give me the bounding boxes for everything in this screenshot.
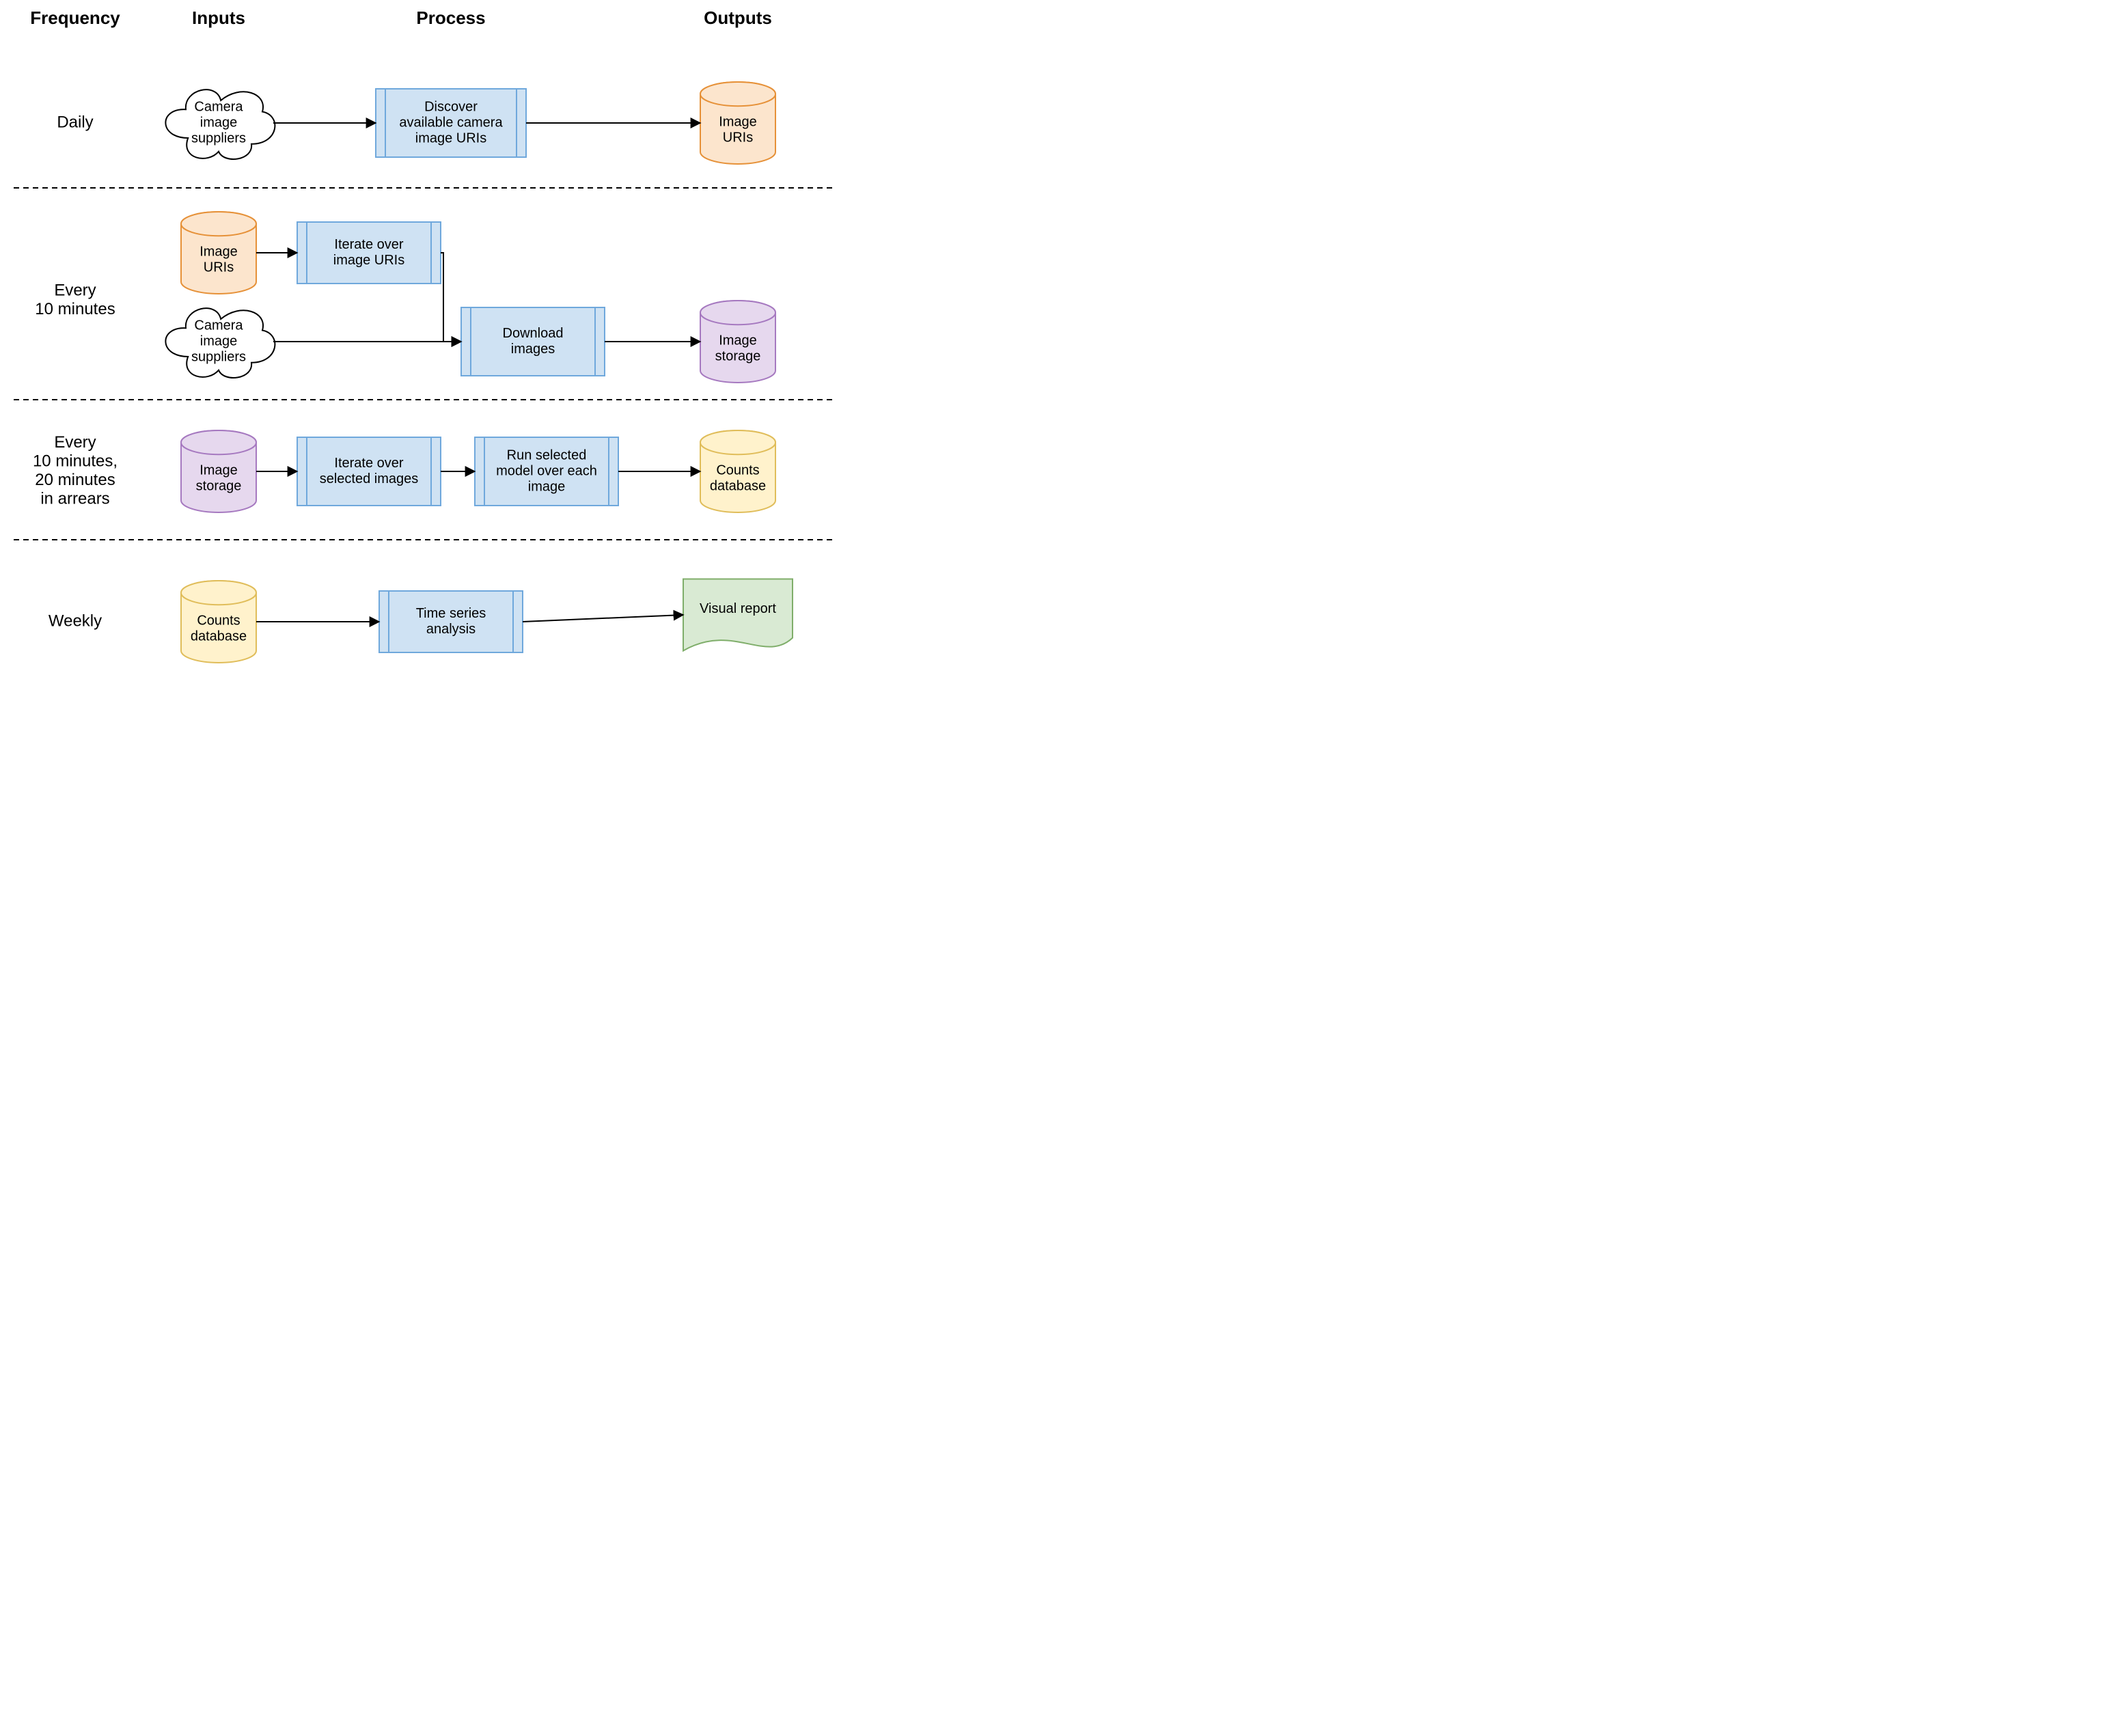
database-label-db5: Counts [716,463,759,478]
column-header-inputs: Inputs [192,8,245,28]
database-db4: Imagestorage [181,430,256,512]
process-proc2a: Iterate overimage URIs [297,222,441,284]
process-proc3b: Run selectedmodel over eachimage [475,437,618,506]
database-db5: Countsdatabase [700,430,775,512]
frequency-label-ten-min-arrears: in arrears [40,490,109,508]
process-label-proc1: image URIs [415,130,486,146]
frequency-label-ten-min: Every [54,281,96,300]
document-doc1: Visual report [683,579,793,651]
process-proc4: Time seriesanalysis [379,591,523,652]
database-label-db1: Image [719,114,757,129]
edge-proc2a-proc2b [441,253,461,342]
database-label-db6: database [191,629,247,644]
cloud-label-cloud1: suppliers [191,130,246,146]
frequency-label-daily: Daily [57,113,93,131]
database-label-db6: Counts [197,613,240,628]
database-label-db3: storage [715,348,761,363]
column-header-process: Process [416,8,485,28]
database-label-db4: Image [200,463,238,478]
database-db3: Imagestorage [700,301,775,383]
cloud-label-cloud1: image [200,115,237,130]
process-label-proc1: Discover [424,99,478,114]
frequency-label-ten-min-arrears: 20 minutes [35,471,115,489]
column-header-outputs: Outputs [704,8,772,28]
process-label-proc2a: Iterate over [334,237,404,252]
database-label-db2: Image [200,244,238,259]
database-label-db4: storage [196,478,242,493]
cloud-label-cloud2: Camera [194,318,243,333]
database-db6: Countsdatabase [181,581,256,663]
database-db2: ImageURIs [181,212,256,294]
process-label-proc3b: image [528,479,565,494]
process-label-proc2a: image URIs [333,253,404,268]
process-label-proc3b: model over each [496,463,597,478]
frequency-label-ten-min: 10 minutes [35,300,115,318]
process-proc2b: Downloadimages [461,307,605,376]
flowchart-diagram: Frequency Inputs Process Outputs Daily Camera… [0,0,847,697]
process-label-proc3a: selected images [320,471,419,486]
process-label-proc4: Time series [416,606,486,621]
frequency-label-weekly: Weekly [49,611,102,630]
cloud-label-cloud1: Camera [194,99,243,114]
database-label-db2: URIs [204,260,234,275]
cloud-label-cloud2: image [200,333,237,348]
process-label-proc3b: Run selected [507,447,587,463]
frequency-label-ten-min-arrears: 10 minutes, [33,452,118,471]
document-label-doc1: Visual report [700,601,776,616]
database-db1: ImageURIs [700,82,775,164]
cloud-cloud1: Cameraimagesuppliers [165,89,275,159]
process-proc3a: Iterate overselected images [297,437,441,506]
column-header-frequency: Frequency [30,8,120,28]
process-label-proc4: analysis [426,622,476,637]
process-label-proc2b: Download [503,326,564,341]
cloud-label-cloud2: suppliers [191,349,246,364]
edge-proc4-doc1 [523,615,683,622]
database-label-db1: URIs [723,130,753,145]
process-label-proc3a: Iterate over [334,456,404,471]
process-label-proc2b: images [511,342,555,357]
process-label-proc1: available camera [399,115,503,130]
cloud-cloud2: Cameraimagesuppliers [165,308,275,378]
process-proc1: Discoveravailable cameraimage URIs [376,89,526,157]
frequency-label-ten-min-arrears: Every [54,433,96,452]
database-label-db3: Image [719,333,757,348]
database-label-db5: database [710,478,766,493]
